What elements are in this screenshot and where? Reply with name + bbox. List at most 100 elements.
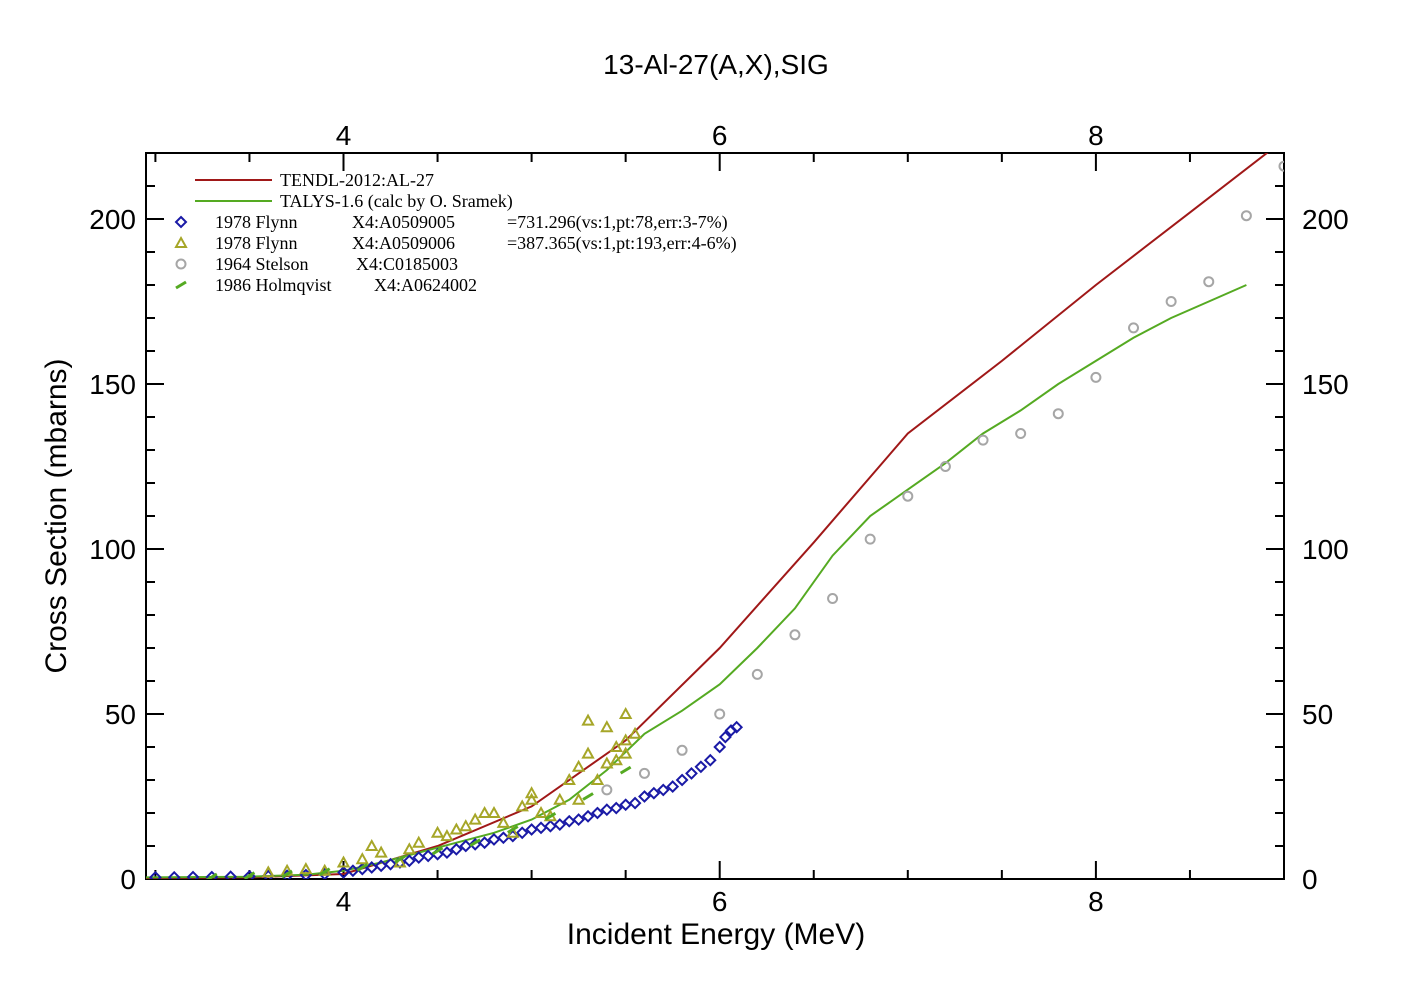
data-point-diamond [591, 806, 604, 820]
data-point-circle [1165, 296, 1177, 307]
x-tick-label-top: 8 [1088, 120, 1104, 151]
data-point-triangle [374, 845, 388, 858]
data-point-diamond [543, 819, 557, 833]
series-line-1 [146, 284, 1247, 879]
data-point-triangle [590, 772, 605, 785]
data-point-circle [902, 490, 914, 502]
legend-entry-x4: X4:A0509005 [352, 212, 455, 232]
data-point-dash [243, 871, 256, 879]
y-tick-label: 200 [89, 204, 136, 235]
data-point-triangle [468, 812, 482, 825]
legend-marker-triangle [174, 235, 188, 248]
data-point-triangle [402, 842, 417, 855]
data-point-triangle [581, 746, 595, 759]
data-point-dash [544, 812, 557, 821]
data-point-triangle [609, 753, 623, 766]
data-point-triangle [355, 852, 370, 865]
data-point-circle [751, 668, 763, 680]
data-point-triangle [562, 772, 576, 785]
data-point-diamond [148, 870, 162, 879]
data-point-triangle [524, 792, 539, 805]
data-point-triangle [571, 759, 586, 772]
legend-marker-dash [175, 280, 187, 290]
legend-marker-circle [175, 258, 187, 270]
data-point-triangle [459, 819, 473, 832]
data-point-triangle [618, 746, 633, 759]
y-axis-label: Cross Section (mbarns) [40, 358, 73, 673]
data-point-dash [619, 765, 632, 775]
data-point-diamond [628, 796, 642, 810]
data-point-diamond [572, 813, 586, 827]
y-tick-label: 150 [89, 369, 136, 400]
y-tick-label-right: 50 [1302, 699, 1333, 730]
series-line-0 [146, 153, 1269, 879]
x-tick-label: 8 [1088, 886, 1104, 917]
y-tick-label: 0 [120, 864, 136, 895]
legend-entry-label: 1986 Holmqvist [215, 275, 332, 295]
chart-title: 13-Al-27(A,X),SIG [603, 49, 829, 80]
data-point-diamond [666, 780, 680, 794]
data-point-diamond [553, 818, 567, 831]
y-tick-label: 100 [89, 534, 136, 565]
data-point-circle [601, 784, 613, 796]
data-point-diamond [402, 854, 416, 868]
data-point-circle [827, 593, 839, 604]
data-point-triangle [609, 739, 623, 752]
data-point-diamond [421, 849, 435, 863]
legend-marker-diamond [174, 215, 188, 229]
data-point-diamond [675, 773, 689, 787]
data-point-triangle [618, 706, 633, 719]
legend-entry-x4: X4:A0509006 [352, 233, 455, 253]
data-point-circle [1015, 428, 1027, 439]
data-point-diamond [730, 720, 744, 734]
x-axis-label: Incident Energy (MeV) [567, 918, 865, 951]
data-point-circle [1203, 276, 1215, 288]
data-point-triangle [487, 805, 501, 818]
y-tick-label-right: 200 [1302, 204, 1349, 235]
legend-entry-label: 1978 Flynn [215, 233, 298, 253]
data-point-triangle [430, 825, 445, 838]
y-tick-label: 50 [105, 699, 136, 730]
data-point-diamond [186, 870, 200, 879]
data-point-diamond [703, 753, 717, 767]
data-points [148, 160, 1284, 879]
legend-entry-note: =387.365(vs:1,pt:193,err:4-6%) [507, 233, 737, 254]
data-point-circle [789, 629, 801, 641]
data-point-diamond [656, 783, 670, 797]
data-point-triangle [440, 829, 454, 842]
data-point-dash [431, 846, 444, 856]
data-point-circle [1052, 408, 1064, 420]
axes: 4 4 6 6 8 8 0 0 50 50 100 100 150 150 200 200 [89, 120, 1348, 917]
data-point-dash [507, 825, 519, 834]
legend-entry-label: TALYS-1.6 (calc by O. Sramek) [280, 191, 513, 212]
data-point-diamond [647, 786, 661, 800]
data-point-diamond [609, 801, 623, 815]
data-point-diamond [440, 846, 454, 860]
data-point-dash [394, 854, 406, 864]
data-point-diamond [713, 740, 727, 754]
legend-entry-x4: X4:C0185003 [356, 254, 458, 274]
data-point-diamond [449, 842, 463, 856]
data-point-triangle [412, 835, 426, 848]
data-point-diamond [685, 766, 698, 780]
data-point-triangle [524, 786, 539, 799]
data-point-diamond [478, 836, 491, 850]
data-point-triangle [618, 733, 633, 746]
data-point-dash [281, 869, 293, 879]
y-tick-label-right: 0 [1302, 864, 1318, 895]
data-point-diamond [694, 760, 708, 774]
data-point-circle [676, 744, 688, 756]
data-point-diamond [224, 870, 238, 879]
data-point-circle [714, 708, 726, 720]
data-point-diamond [167, 870, 181, 879]
data-point-triangle [628, 726, 642, 739]
data-point-circle [1128, 322, 1140, 334]
data-point-triangle [515, 799, 529, 812]
data-point-triangle [477, 805, 492, 818]
data-point-dash [582, 792, 594, 801]
x-tick-label-top: 4 [336, 120, 352, 151]
data-point-dash [318, 867, 331, 877]
data-point-diamond [534, 821, 548, 835]
data-point-triangle [261, 865, 275, 878]
